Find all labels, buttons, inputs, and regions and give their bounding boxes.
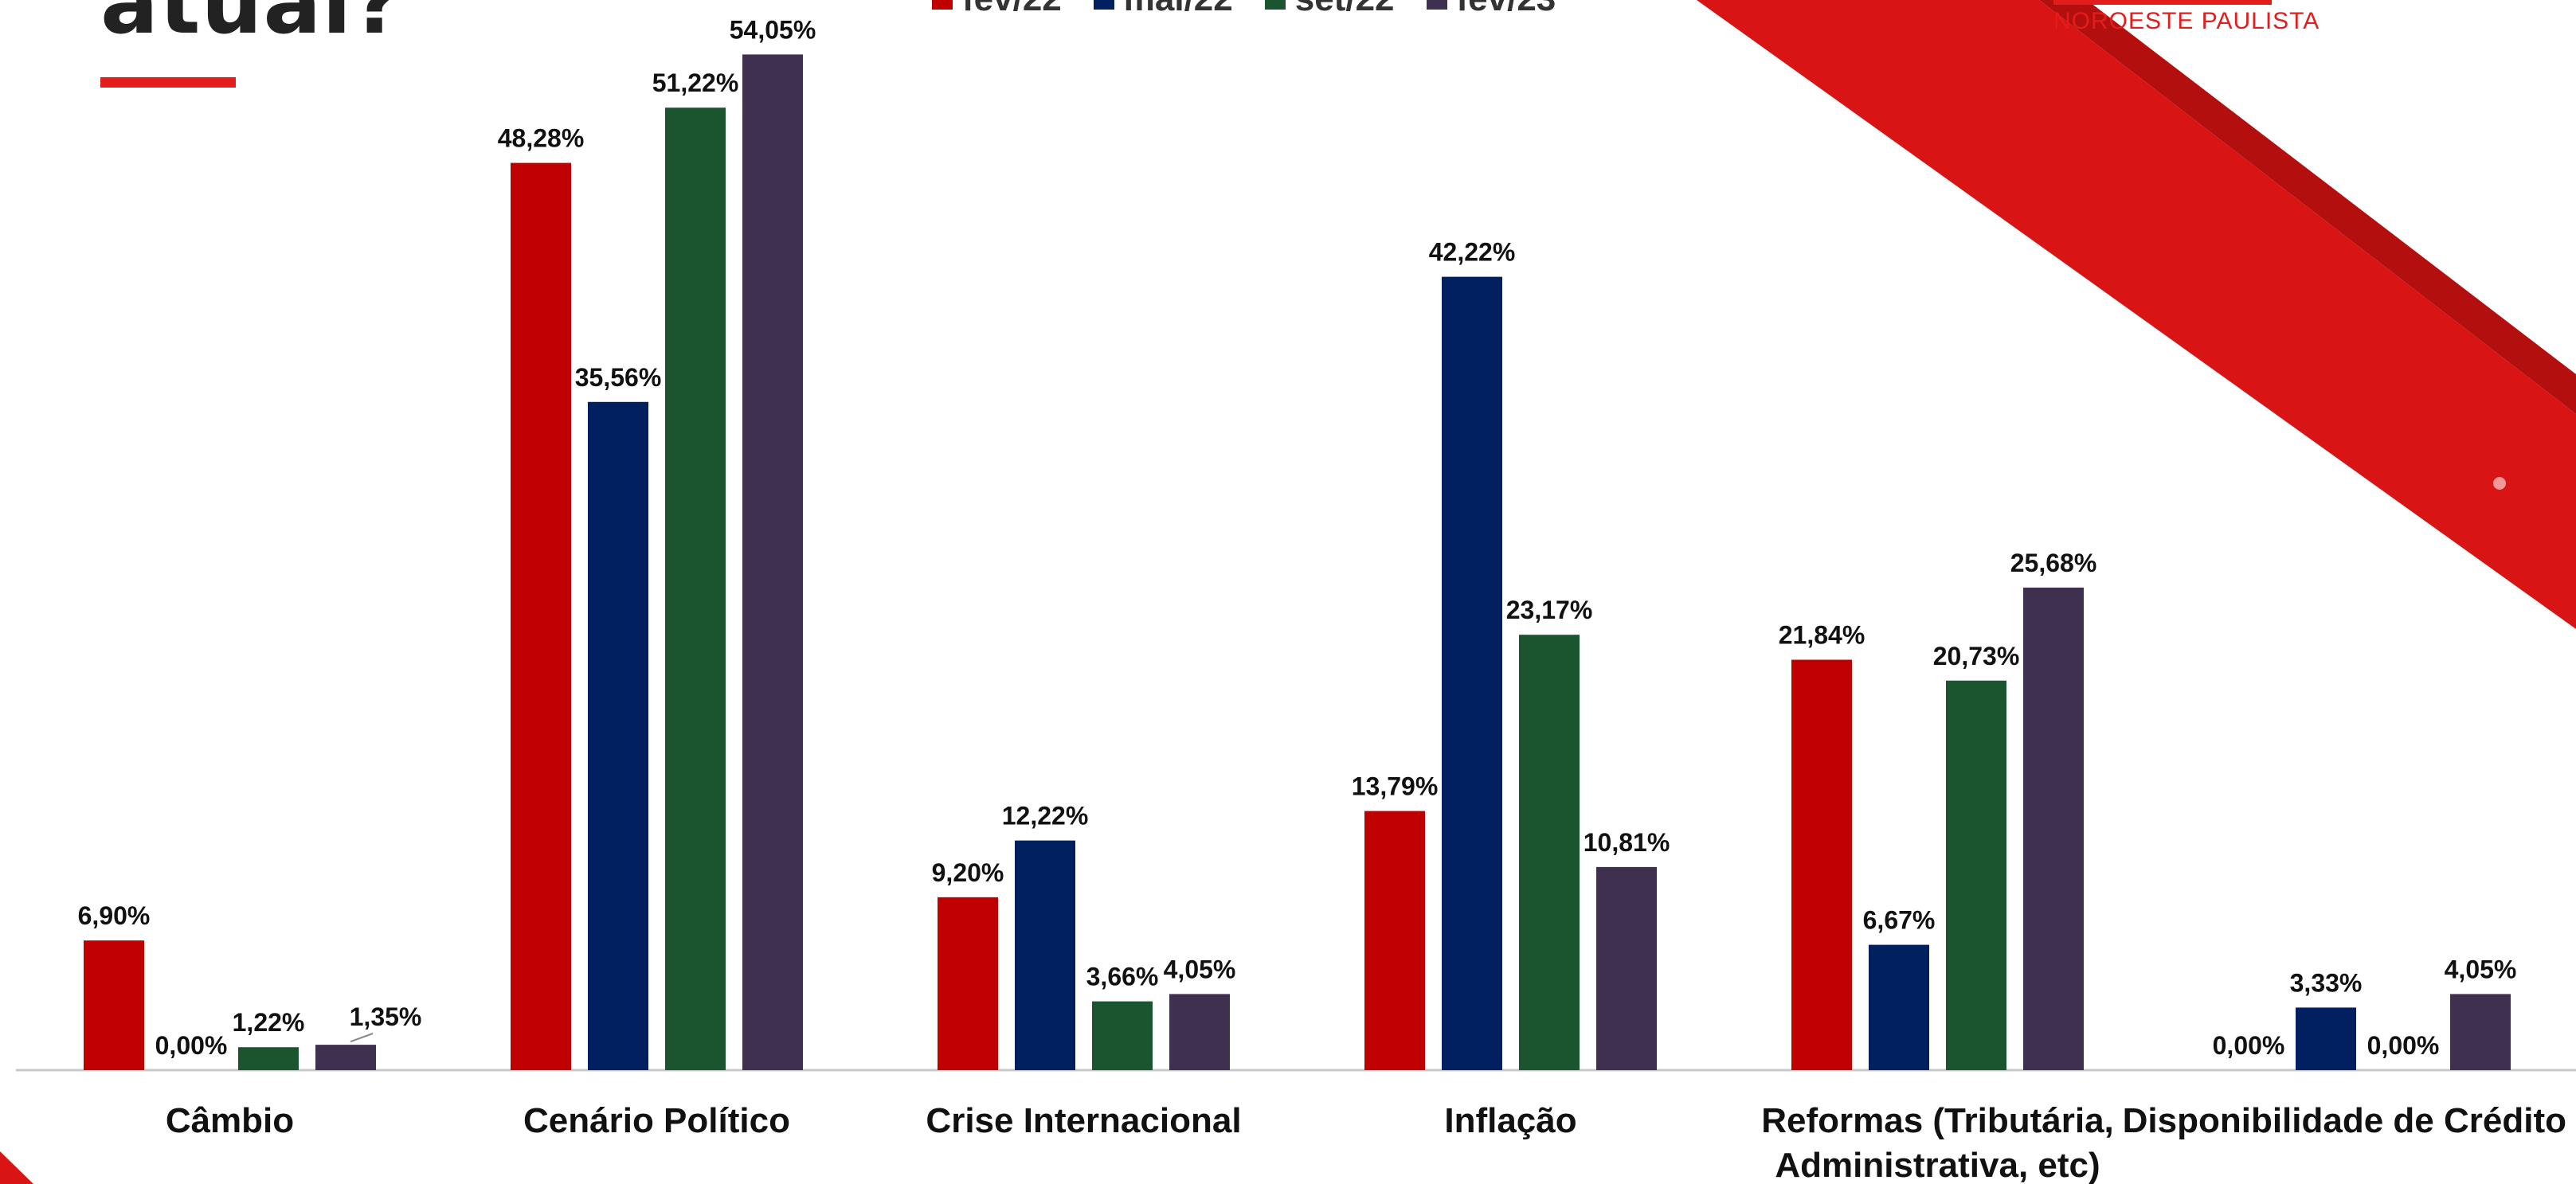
bar [1364, 811, 1425, 1070]
legend-item-mai22: mai/22 [1093, 0, 1233, 19]
page-title: atual? [100, 0, 403, 53]
bar [1869, 944, 1929, 1070]
bar [665, 107, 726, 1070]
bar [1519, 635, 1580, 1070]
legend-label-mai22: mai/22 [1124, 0, 1233, 19]
data-label: 0,00% [2213, 1031, 2285, 1060]
bar [1791, 659, 1852, 1070]
bar [588, 401, 648, 1070]
bar [2450, 994, 2511, 1070]
bar [2023, 587, 2084, 1070]
category-label: Disponibilidade de Crédito [2123, 1101, 2566, 1140]
bar [742, 54, 803, 1070]
legend-swatch-mai22 [1093, 0, 1114, 10]
data-label: 3,66% [1086, 963, 1159, 991]
label-leader-line [350, 1033, 374, 1043]
data-label: 21,84% [1779, 621, 1865, 650]
bar [1596, 866, 1657, 1070]
bar [1946, 680, 2006, 1070]
legend-swatch-fev23 [1426, 0, 1447, 10]
bar [1169, 994, 1230, 1070]
data-label: 25,68% [2010, 549, 2097, 577]
legend-label-set22: set/22 [1295, 0, 1395, 19]
ribbon-main [1697, 0, 2576, 629]
title-underline [100, 77, 236, 88]
data-label: 35,56% [575, 363, 662, 392]
bar [84, 940, 144, 1070]
data-label: 23,17% [1506, 596, 1593, 624]
brand-logo-strip [2053, 0, 2272, 5]
legend-item-fev23: fev/23 [1426, 0, 1556, 19]
data-label: 4,05% [2445, 955, 2517, 983]
bar [1015, 840, 1075, 1070]
data-label: 1,35% [350, 1002, 422, 1031]
legend-swatch-set22 [1264, 0, 1286, 10]
data-label: 48,28% [498, 124, 585, 153]
bar [1092, 1001, 1153, 1070]
data-label: 9,20% [932, 858, 1004, 887]
category-label: Cenário Político [523, 1101, 790, 1140]
category-label: Inflação [1444, 1101, 1576, 1140]
bar [938, 897, 998, 1070]
bar [238, 1047, 299, 1070]
data-label: 0,00% [155, 1031, 228, 1060]
data-label: 42,22% [1429, 238, 1516, 267]
category-label: Crise Internacional [926, 1101, 1241, 1140]
data-label: 54,05% [730, 15, 816, 44]
legend-item-set22: set/22 [1264, 0, 1395, 19]
category-label: Reformas (Tributária, [1761, 1101, 2114, 1140]
legend-label-fev22: fev/22 [962, 0, 1062, 19]
category-label: Administrativa, etc) [1775, 1146, 2100, 1184]
data-label: 3,33% [2290, 968, 2363, 997]
bar [2296, 1007, 2356, 1070]
data-label: 13,79% [1352, 772, 1439, 801]
category-label: Câmbio [166, 1101, 294, 1140]
data-label: 0,00% [2367, 1031, 2440, 1060]
chart-legend: fev/22 mai/22 set/22 fev/23 [932, 0, 1556, 19]
data-label: 1,22% [233, 1008, 305, 1037]
bar [1442, 276, 1502, 1070]
data-label: 51,22% [652, 68, 739, 97]
bar [315, 1045, 376, 1070]
data-label: 10,81% [1584, 828, 1670, 857]
brand-logo-text: NOROESTE PAULISTA [2053, 8, 2320, 34]
corner-accent [0, 1151, 33, 1184]
data-label: 6,90% [78, 901, 151, 930]
legend-item-fev22: fev/22 [932, 0, 1062, 19]
legend-label-fev23: fev/23 [1457, 0, 1556, 19]
data-label: 4,05% [1164, 955, 1236, 983]
ribbon-spark [2493, 477, 2506, 490]
bar [511, 162, 571, 1070]
data-label: 20,73% [1933, 642, 2020, 670]
legend-swatch-fev22 [932, 0, 953, 10]
data-label: 6,67% [1863, 906, 1936, 935]
data-label: 12,22% [1002, 802, 1089, 830]
